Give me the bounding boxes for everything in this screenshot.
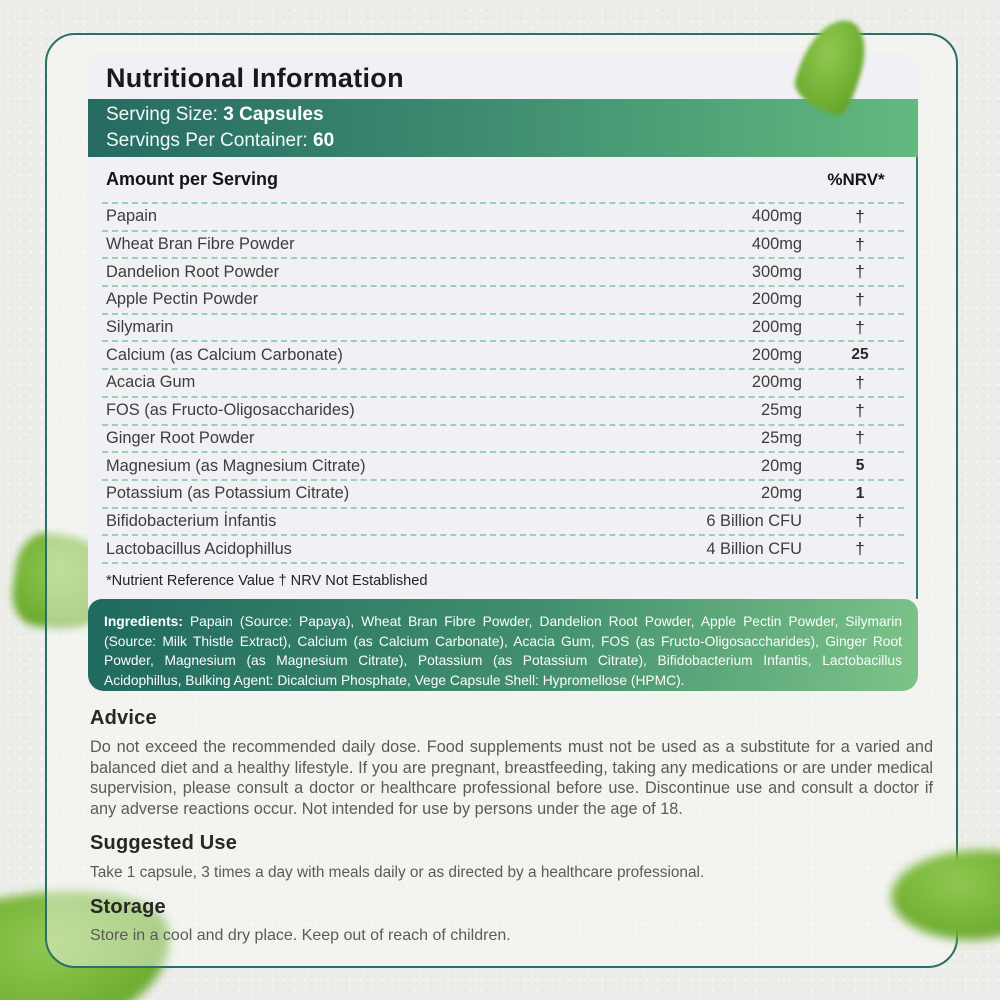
nrv-footnote: *Nutrient Reference Value † NRV Not Esta… (102, 561, 904, 599)
nutrition-rows: Papain 400mg † Wheat Bran Fibre Powder 4… (102, 202, 904, 562)
column-header-amount-per-serving: Amount per Serving (106, 169, 279, 189)
ingredients-text: Papain (Source: Papaya), Wheat Bran Fibr… (104, 613, 902, 688)
ingredients-panel: Ingredients: Papain (Source: Papaya), Wh… (88, 598, 918, 691)
table-row: Calcium (as Calcium Carbonate) 200mg 25 (102, 340, 904, 368)
storage-heading: Storage (90, 896, 166, 919)
row-name: Magnesium (as Magnesium Citrate) (106, 456, 366, 475)
suggested-use-text: Take 1 capsule, 3 times a day with meals… (90, 864, 705, 882)
row-nrv: † (855, 262, 865, 282)
row-nrv: † (855, 539, 865, 559)
servings-per-container-value: 60 (313, 130, 335, 151)
row-amount: 300mg (751, 262, 802, 281)
row-amount: 400mg (751, 235, 802, 254)
row-amount: 200mg (751, 318, 802, 337)
table-row: Silymarin 200mg † (102, 312, 904, 341)
row-name: FOS (as Fructo-Oligosaccharides) (106, 401, 355, 420)
table-row: Ginger Root Powder 25mg † (102, 423, 904, 452)
ingredients-label: Ingredients: (104, 613, 183, 629)
row-nrv: † (855, 511, 865, 531)
table-row: Acacia Gum 200mg † (102, 368, 904, 396)
column-header-nrv: %NRV* (827, 169, 885, 189)
row-name: Ginger Root Powder (106, 428, 255, 447)
title-row: Nutritional Information (88, 51, 918, 99)
serving-size-label: Serving Size: (106, 103, 224, 125)
row-nrv: † (855, 428, 865, 448)
row-name: Dandelion Root Powder (106, 262, 280, 281)
serving-info-band: Serving Size: 3 Capsules Servings Per Co… (88, 99, 918, 157)
row-amount: 20mg (760, 484, 802, 503)
row-nrv: † (855, 234, 865, 254)
row-nrv: † (855, 206, 865, 226)
row-name: Wheat Bran Fibre Powder (106, 235, 295, 254)
servings-per-container-label: Servings Per Container: (106, 130, 313, 151)
row-nrv: † (855, 317, 865, 337)
row-nrv: † (855, 372, 865, 392)
row-amount: 200mg (751, 290, 802, 309)
row-name: Apple Pectin Powder (106, 290, 259, 309)
row-name: Papain (106, 207, 158, 226)
page-title: Nutritional Information (106, 63, 404, 93)
row-nrv: 5 (855, 457, 865, 475)
row-amount: 200mg (751, 373, 802, 392)
row-name: Bifidobacterium İnfantis (106, 511, 277, 530)
row-nrv: † (855, 289, 865, 309)
table-row: Bifidobacterium İnfantis 6 Billion CFU † (102, 506, 904, 535)
row-name: Potassium (as Potassium Citrate) (106, 484, 350, 503)
row-amount: 200mg (751, 345, 802, 364)
table-row: Lactobacillus Acidophillus 4 Billion CFU… (102, 534, 904, 562)
table-row: Apple Pectin Powder 200mg † (102, 285, 904, 313)
storage-text: Store in a cool and dry place. Keep out … (90, 927, 511, 945)
suggested-use-heading: Suggested Use (90, 832, 238, 855)
table-row: Potassium (as Potassium Citrate) 20mg 1 (102, 478, 904, 507)
nutrition-facts-panel: Nutritional Information Serving Size: 3 … (88, 51, 918, 691)
row-name: Acacia Gum (106, 373, 196, 392)
row-nrv: 1 (855, 484, 865, 502)
row-nrv: 25 (851, 346, 869, 364)
servings-per-container-line: Servings Per Container: 60 (106, 128, 900, 154)
label-card: Nutritional Information Serving Size: 3 … (45, 33, 958, 968)
row-nrv: † (855, 400, 865, 420)
table-header: Amount per Serving %NRV* (102, 157, 904, 202)
row-amount: 25mg (760, 428, 802, 447)
table-row: Dandelion Root Powder 300mg † (102, 257, 904, 285)
row-name: Silymarin (106, 318, 174, 337)
serving-size-line: Serving Size: 3 Capsules (106, 102, 900, 128)
table-row: FOS (as Fructo-Oligosaccharides) 25mg † (102, 395, 904, 424)
advice-heading: Advice (90, 707, 157, 729)
row-amount: 4 Billion CFU (706, 539, 802, 558)
row-amount: 400mg (751, 207, 802, 226)
row-amount: 25mg (760, 401, 802, 420)
table-row: Magnesium (as Magnesium Citrate) 20mg 5 (102, 451, 904, 479)
advice-text: Do not exceed the recommended daily dose… (90, 738, 933, 818)
table-row: Papain 400mg † (102, 202, 904, 230)
nutrition-table: Amount per Serving %NRV* Papain 400mg † … (88, 157, 918, 599)
table-row: Wheat Bran Fibre Powder 400mg † (102, 229, 904, 258)
row-amount: 20mg (760, 456, 802, 475)
row-amount: 6 Billion CFU (706, 511, 802, 530)
info-sections: Advice Do not exceed the recommended dai… (90, 707, 933, 945)
row-name: Calcium (as Calcium Carbonate) (106, 345, 343, 364)
serving-size-value: 3 Capsules (223, 103, 324, 125)
row-name: Lactobacillus Acidophillus (106, 539, 292, 558)
